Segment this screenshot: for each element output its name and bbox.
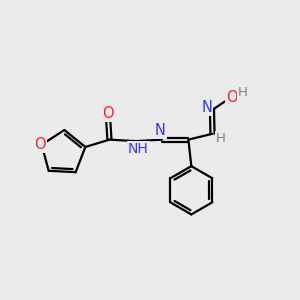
Text: H: H — [216, 132, 226, 145]
Text: O: O — [226, 90, 238, 105]
Text: H: H — [238, 86, 248, 99]
Text: N: N — [201, 100, 212, 115]
Text: O: O — [34, 137, 46, 152]
Text: NH: NH — [128, 142, 149, 156]
Text: O: O — [102, 106, 114, 121]
Text: N: N — [155, 123, 166, 138]
